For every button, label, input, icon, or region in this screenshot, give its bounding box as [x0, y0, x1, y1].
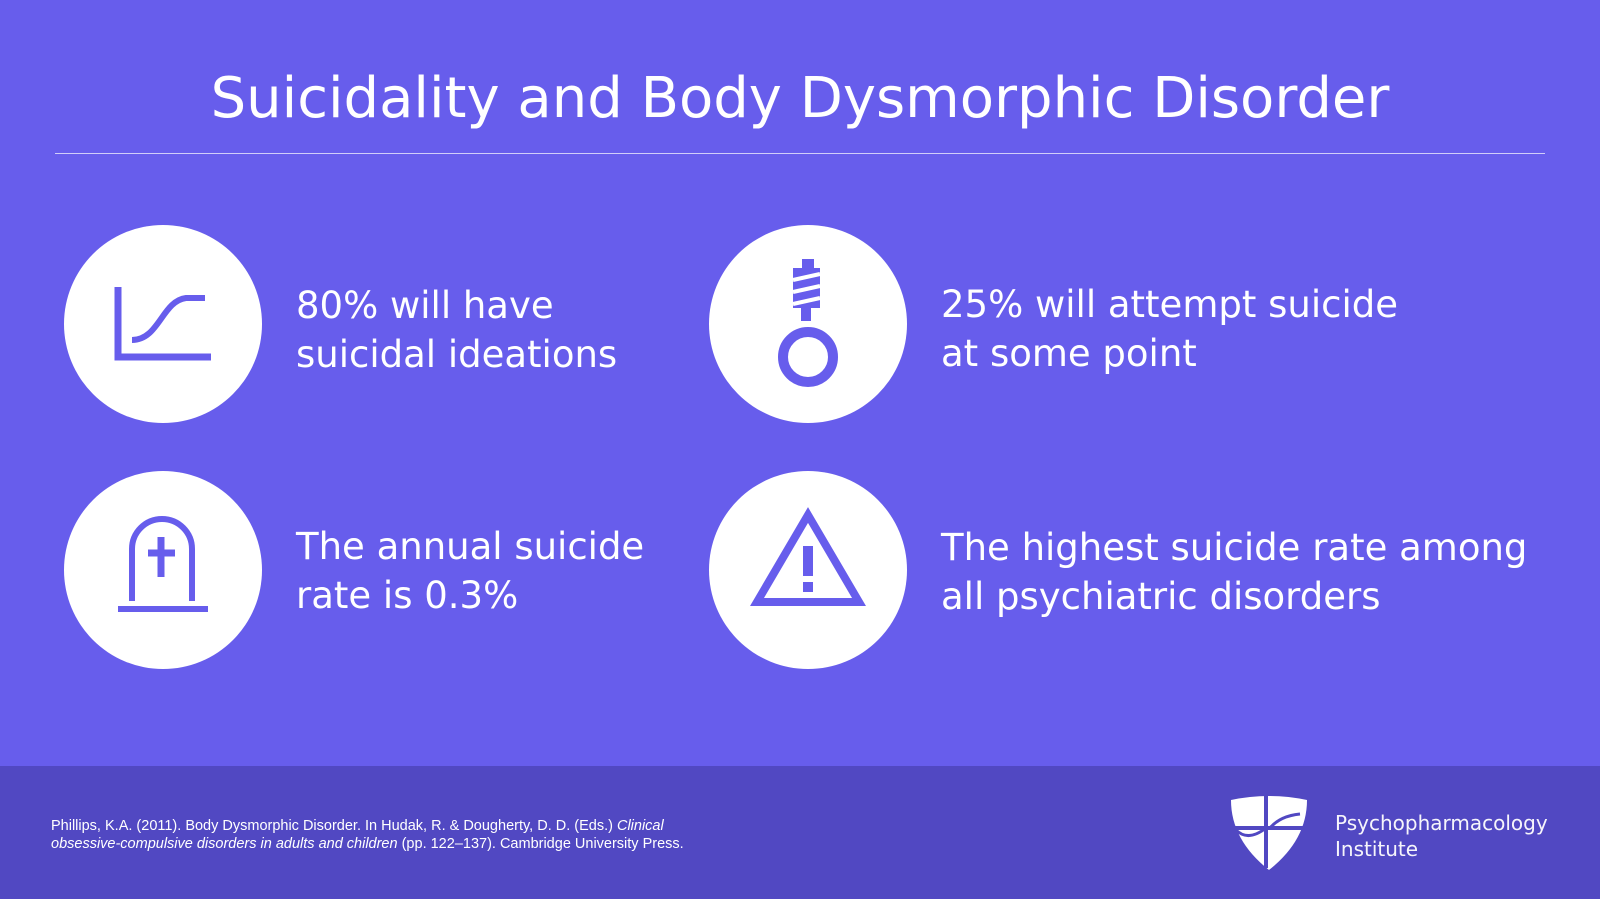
stat-line: The annual suicide: [296, 525, 645, 568]
stat-line: at some point: [941, 332, 1197, 375]
stat-text: 80% will have suicidal ideations: [296, 281, 617, 379]
slide-title: Suicidality and Body Dysmorphic Disorder: [210, 66, 1390, 131]
noose-icon: [778, 259, 838, 387]
stat-line: 80% will have: [296, 284, 554, 327]
stat-line: 25% will attempt suicide: [941, 283, 1398, 326]
stat-icon-circle: [709, 225, 907, 423]
stat-icon-circle: [64, 225, 262, 423]
warning-triangle-icon: [750, 507, 866, 606]
stat-line: suicidal ideations: [296, 333, 618, 376]
logo-line: Institute: [1335, 837, 1419, 861]
footer-bar: [0, 766, 1600, 899]
gravestone-icon: [118, 516, 208, 612]
citation: Phillips, K.A. (2011). Body Dysmorphic D…: [51, 817, 684, 853]
stat-line: rate is 0.3%: [296, 574, 519, 617]
stat-icon-circle: [709, 471, 907, 669]
stat-text: 25% will attempt suicide at some point: [941, 280, 1398, 378]
stat-line: The highest suicide rate among: [941, 526, 1528, 569]
citation-book-title: Clinical: [616, 818, 664, 834]
stat-icon-circle: [64, 471, 262, 669]
stat-line: all psychiatric disorders: [941, 575, 1381, 618]
citation-text: Phillips, K.A. (2011). Body Dysmorphic D…: [51, 818, 617, 834]
stat-text: The annual suicide rate is 0.3%: [296, 522, 644, 620]
institute-logo-text: Psychopharmacology Institute: [1335, 810, 1548, 862]
title-divider: [55, 153, 1545, 154]
growth-curve-chart-icon: [114, 287, 211, 361]
citation-book-title: obsessive-compulsive disorders in adults…: [51, 836, 398, 852]
logo-line: Psychopharmacology: [1335, 811, 1548, 835]
shield-logo-icon: [1231, 796, 1307, 870]
stat-text: The highest suicide rate among all psych…: [941, 523, 1527, 621]
citation-text: (pp. 122–137). Cambridge University Pres…: [397, 836, 684, 852]
